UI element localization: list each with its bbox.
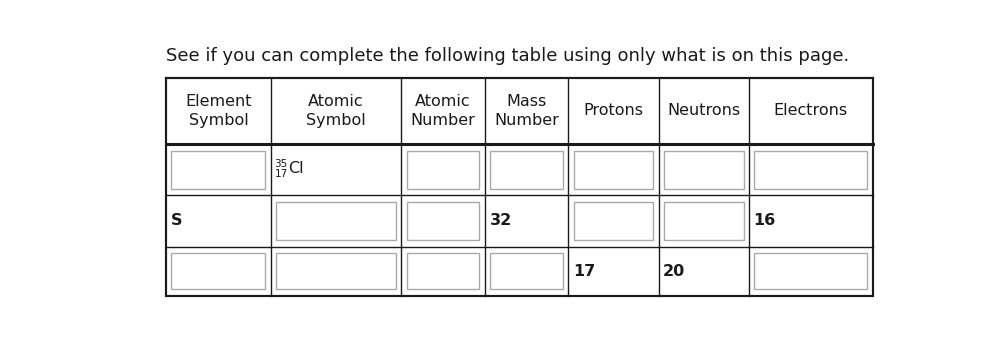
Bar — [491, 253, 563, 289]
Bar — [491, 151, 563, 189]
Text: Atomic
Number: Atomic Number — [410, 94, 476, 128]
Text: See if you can complete the following table using only what is on this page.: See if you can complete the following ta… — [166, 47, 849, 65]
Text: 17: 17 — [275, 169, 287, 179]
Bar — [276, 253, 396, 289]
Text: S: S — [170, 213, 182, 228]
Bar — [664, 151, 743, 189]
Text: Neutrons: Neutrons — [667, 103, 740, 118]
Text: Atomic
Symbol: Atomic Symbol — [306, 94, 366, 128]
Bar — [574, 151, 653, 189]
Text: Element
Symbol: Element Symbol — [185, 94, 252, 128]
Text: Cl: Cl — [288, 161, 304, 176]
Bar — [406, 253, 480, 289]
Bar — [754, 253, 867, 289]
Text: Protons: Protons — [584, 103, 643, 118]
Bar — [171, 253, 266, 289]
Bar — [574, 202, 653, 240]
Text: 20: 20 — [663, 264, 686, 279]
Text: Mass
Number: Mass Number — [495, 94, 559, 128]
Bar — [406, 151, 480, 189]
Text: 17: 17 — [573, 264, 595, 279]
Bar — [166, 78, 873, 296]
Bar — [276, 202, 396, 240]
Bar — [406, 202, 480, 240]
Bar — [664, 202, 743, 240]
Bar — [754, 151, 867, 189]
Text: 16: 16 — [753, 213, 776, 228]
Text: 32: 32 — [490, 213, 511, 228]
Text: 35: 35 — [275, 159, 287, 169]
Text: Electrons: Electrons — [774, 103, 848, 118]
Bar — [171, 151, 266, 189]
